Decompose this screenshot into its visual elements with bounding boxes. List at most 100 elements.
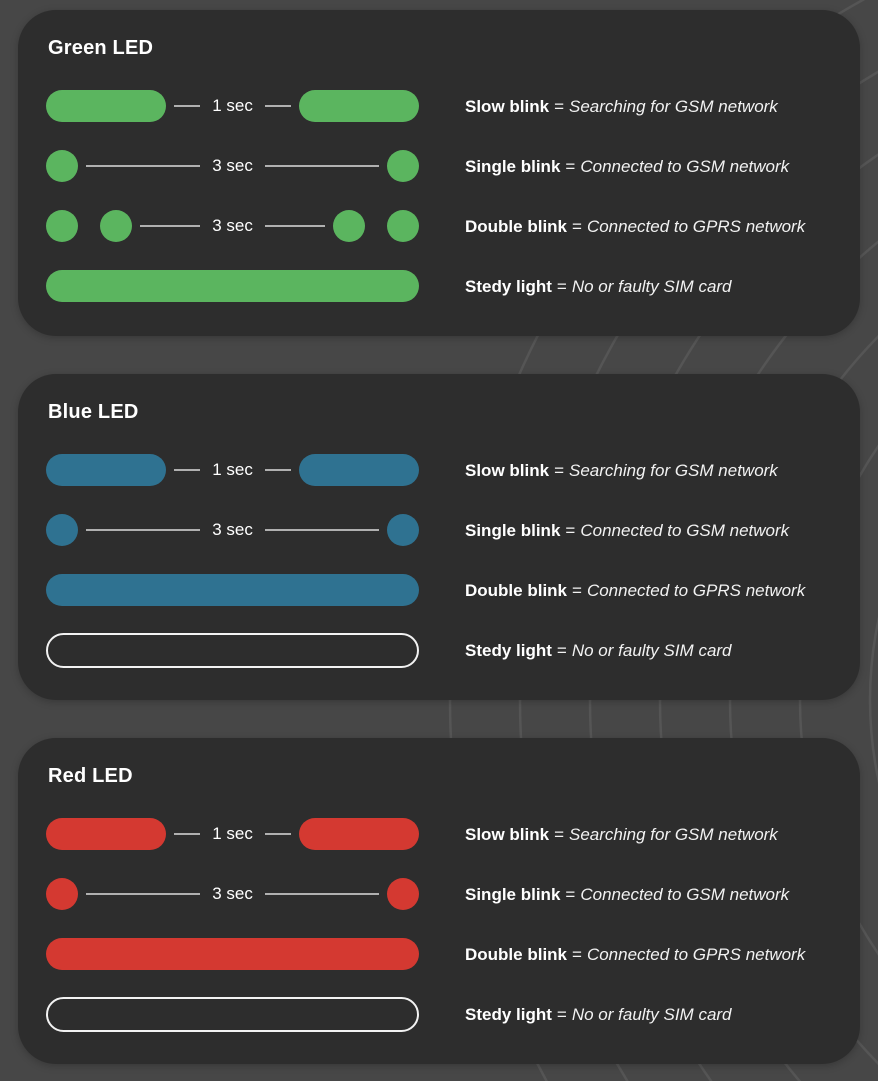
- blink-type-label: Single blink: [465, 156, 561, 176]
- led-off-outline-bar: [46, 632, 419, 668]
- interval-label: 3 sec: [212, 520, 253, 539]
- led-off-outline-bar: [46, 996, 419, 1032]
- equals-sign: =: [554, 96, 564, 116]
- equals-sign: =: [565, 520, 576, 540]
- blink-meaning: Connected to GPRS network: [586, 580, 806, 600]
- row-description: Single blink = Connected to GSM network: [465, 520, 832, 541]
- card-title: Red LED: [48, 765, 133, 787]
- equals-sign: =: [565, 884, 576, 904]
- row-description: Double blink = Connected to GPRS network: [465, 944, 832, 965]
- led-row-slow-blink: 1 sec Slow blink = Searching for GSM netwo…: [46, 440, 832, 500]
- row-description: Stedy light = No or faulty SIM card: [465, 1004, 832, 1025]
- row-description: Slow blink = Searching for GSM network: [465, 824, 832, 845]
- led-row-steady-outline: Stedy light = No or faulty SIM card: [46, 984, 832, 1044]
- led-pulse-dot: [46, 210, 78, 242]
- led-pulse-pill: [299, 454, 420, 486]
- row-description: Slow blink = Searching for GSM network: [465, 96, 832, 117]
- equals-sign: =: [556, 276, 567, 296]
- blink-meaning: Connected to GSM network: [580, 520, 790, 540]
- led-pattern-steady-filled: [46, 574, 419, 606]
- connector-line: [86, 893, 201, 895]
- blink-type-label: Single blink: [465, 884, 561, 904]
- led-row-single-blink: 3 sec Single blink = Connected to GSM netw…: [46, 864, 832, 924]
- led-pulse-pill: [46, 454, 166, 486]
- led-row-double-blink: 3 sec Double blink = Connected to GPRS net…: [46, 196, 832, 256]
- card-red-led: Red LED 1 sec Slow blink = Searching for G…: [18, 738, 860, 1064]
- blink-type-label: Double blink: [465, 944, 567, 964]
- led-row-single-blink: 3 sec Single blink = Connected to GSM netw…: [46, 500, 832, 560]
- led-pulse-dot: [387, 514, 420, 546]
- connector-line: [264, 893, 380, 895]
- blink-type-label: Single blink: [465, 520, 561, 540]
- row-description: Single blink = Connected to GSM network: [465, 884, 832, 905]
- interval-label: 1 sec: [212, 96, 253, 115]
- blink-meaning: No or faulty SIM card: [571, 1004, 732, 1024]
- blink-type-label: Stedy light: [465, 640, 552, 660]
- blink-meaning: No or faulty SIM card: [571, 276, 732, 296]
- led-pulse-pill: [46, 818, 166, 850]
- connector-line: [140, 225, 201, 227]
- led-pattern-slow-blink: 1 sec: [46, 818, 420, 850]
- interval-label: 3 sec: [212, 884, 253, 903]
- interval-label: 3 sec: [212, 216, 253, 235]
- led-pulse-dot: [387, 150, 420, 182]
- blink-type-label: Slow blink: [465, 824, 550, 844]
- connector-line: [264, 833, 292, 835]
- led-steady-bar: [46, 574, 419, 606]
- connector-line: [174, 469, 201, 471]
- equals-sign: =: [556, 1004, 567, 1024]
- connector-line: [264, 469, 292, 471]
- led-row-single-blink: 3 sec Single blink = Connected to GSM netw…: [46, 136, 832, 196]
- row-description: Double blink = Connected to GPRS network: [465, 216, 832, 237]
- blink-meaning: Connected to GPRS network: [586, 944, 806, 964]
- led-steady-bar: [46, 270, 419, 302]
- equals-sign: =: [565, 156, 576, 176]
- led-pulse-pill: [299, 90, 420, 122]
- blink-type-label: Double blink: [465, 580, 567, 600]
- connector-line: [86, 165, 201, 167]
- led-pulse-pill: [299, 818, 420, 850]
- led-pulse-dot: [333, 210, 366, 242]
- equals-sign: =: [554, 460, 564, 480]
- equals-sign: =: [572, 580, 582, 600]
- led-row-slow-blink: 1 sec Slow blink = Searching for GSM netwo…: [46, 76, 832, 136]
- blink-meaning: No or faulty SIM card: [571, 640, 732, 660]
- connector-line: [86, 529, 201, 531]
- interval-label: 1 sec: [212, 460, 253, 479]
- led-pattern-steady-outline: [46, 632, 419, 668]
- led-row-steady-filled: Double blink = Connected to GPRS network: [46, 560, 832, 620]
- equals-sign: =: [554, 824, 564, 844]
- connector-line: [264, 165, 380, 167]
- connector-line: [264, 105, 292, 107]
- blink-type-label: Slow blink: [465, 96, 550, 116]
- led-row-steady-filled: Double blink = Connected to GPRS network: [46, 924, 832, 984]
- led-row-steady-outline: Stedy light = No or faulty SIM card: [46, 620, 832, 680]
- led-pattern-single-blink: 3 sec: [46, 150, 420, 182]
- blink-type-label: Stedy light: [465, 1004, 552, 1024]
- led-pattern-double-blink: 3 sec: [46, 210, 420, 242]
- led-pattern-slow-blink: 1 sec: [46, 90, 420, 122]
- led-pulse-pill: [46, 90, 166, 122]
- card-title: Blue LED: [48, 401, 139, 423]
- card-blue-led: Blue LED 1 sec Slow blink = Searching for …: [18, 374, 860, 700]
- card-green-led: Green LED 1 sec Slow blink = Searching for…: [18, 10, 860, 336]
- connector-line: [174, 105, 201, 107]
- equals-sign: =: [572, 944, 582, 964]
- blink-meaning: Connected to GPRS network: [586, 216, 806, 236]
- led-pattern-single-blink: 3 sec: [46, 878, 420, 910]
- equals-sign: =: [572, 216, 582, 236]
- led-row-steady-light: Stedy light = No or faulty SIM card: [46, 256, 832, 316]
- led-pulse-dot: [387, 210, 420, 242]
- led-pattern-slow-blink: 1 sec: [46, 454, 420, 486]
- led-pulse-dot: [46, 150, 78, 182]
- blink-type-label: Stedy light: [465, 276, 552, 296]
- led-pattern-steady-filled: [46, 938, 419, 970]
- blink-meaning: Searching for GSM network: [569, 460, 778, 480]
- led-pulse-dot: [387, 878, 420, 910]
- led-pulse-dot: [46, 878, 78, 910]
- row-description: Stedy light = No or faulty SIM card: [465, 276, 832, 297]
- led-pulse-dot: [46, 514, 78, 546]
- row-description: Single blink = Connected to GSM network: [465, 156, 832, 177]
- blink-type-label: Slow blink: [465, 460, 550, 480]
